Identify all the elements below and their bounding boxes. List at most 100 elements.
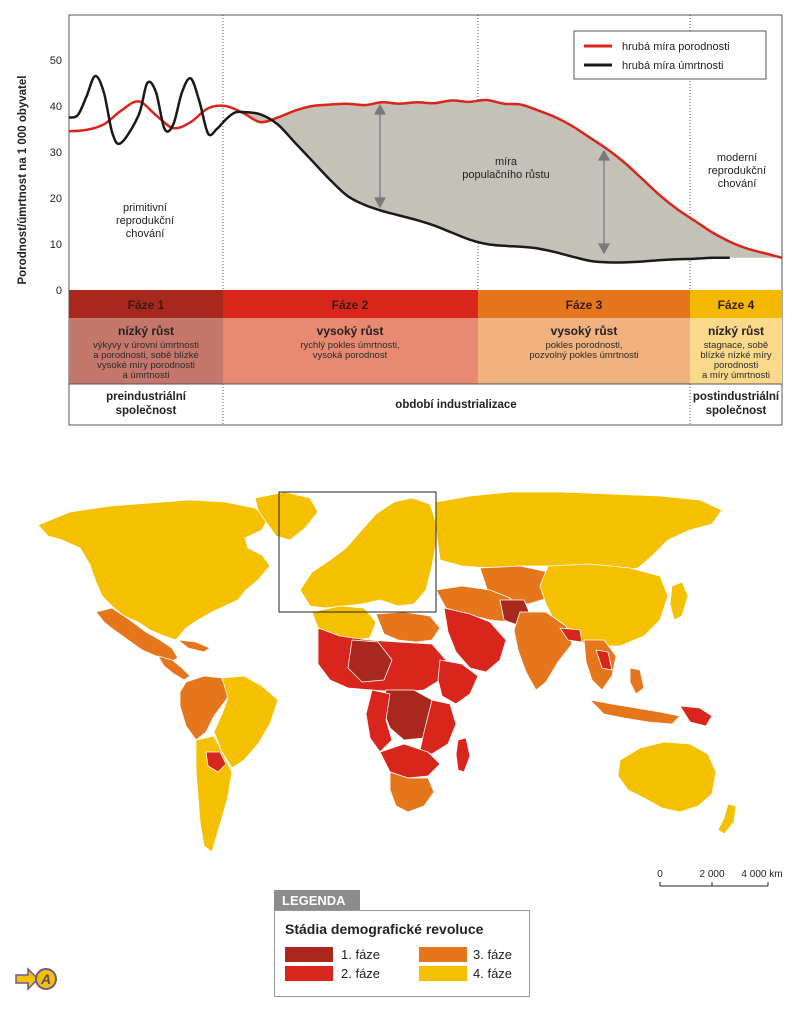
region-mexico [95, 607, 179, 663]
y-tick-label: 50 [50, 55, 62, 67]
europe-inset-frame [278, 491, 437, 613]
chart-frame [68, 14, 783, 426]
region-papua [679, 705, 713, 727]
phase-1-title: nízký růst [118, 324, 174, 338]
legend-swatch-phase-3 [419, 947, 467, 962]
region-europe [299, 497, 437, 609]
legend-label-phase-1: 1. fáze [341, 947, 381, 962]
region-bolivia-paraguay [205, 751, 227, 773]
region-laos-cambodia [595, 649, 613, 671]
phase-2-header [223, 290, 478, 318]
region-madagascar [455, 737, 471, 773]
region-central-america [157, 655, 191, 681]
y-tick-label: 30 [50, 147, 62, 159]
region-east-central-africa [365, 689, 393, 753]
region-russia [435, 491, 723, 573]
phase-4-desc-3: porodnosti [714, 360, 758, 371]
region-andes [179, 675, 233, 741]
region-caribbean [177, 639, 211, 653]
annotation-modern-1: moderní [717, 152, 757, 164]
region-india [513, 611, 573, 691]
region-north-africa-east [375, 611, 441, 643]
legend-title: Stádia demografické revoluce [285, 921, 484, 937]
region-horn-of-africa [437, 659, 479, 705]
region-north-america [37, 499, 271, 641]
phase-1-body [69, 318, 223, 384]
phase-1-desc-1: výkyvy v úrovni úmrtnosti [93, 340, 199, 351]
annotation-modern-3: chování [718, 178, 757, 190]
phase-3-label: Fáze 3 [566, 298, 603, 312]
region-niger-chad [347, 639, 393, 683]
badge-circle [35, 968, 57, 990]
region-philippines [629, 667, 645, 695]
phase-3-body [478, 318, 690, 384]
annotation-modern-2: reprodukční [708, 165, 766, 177]
region-east-africa [419, 699, 457, 755]
chart-annotations: primitivní reprodukční chování míra popu… [116, 152, 766, 240]
annotation-growth-1: míra [495, 156, 518, 168]
era-preindustrial-1: preindustriální [106, 391, 187, 403]
scale-label-2000: 2 000 [699, 869, 724, 880]
phase-1-header [69, 290, 223, 318]
y-tick-label: 0 [56, 285, 62, 297]
phase-2-label: Fáze 2 [332, 298, 369, 312]
phase-table: Fáze 1 Fáze 2 Fáze 3 Fáze 4 nízký růst v… [69, 290, 782, 425]
y-tick-label: 10 [50, 239, 62, 251]
population-growth-area [242, 100, 782, 263]
legend-swatch-phase-4 [419, 966, 467, 981]
annotation-primitive-2: reprodukční [116, 215, 174, 227]
era-preindustrial-2: společnost [116, 405, 177, 417]
annotation-primitive-3: chování [126, 228, 165, 240]
region-china [539, 563, 669, 647]
phase-4-desc-1: stagnace, sobě [704, 340, 768, 351]
phase-4-body [690, 318, 782, 384]
phase-4-header [690, 290, 782, 318]
phase-2-body [223, 318, 478, 384]
legend-death-label: hrubá míra úmrtnosti [622, 60, 723, 72]
region-indonesia [589, 699, 681, 725]
region-japan [669, 581, 689, 621]
era-industrialization: období industrializace [395, 399, 516, 411]
phase-3-desc-2: pozvolný pokles úmrtnosti [529, 350, 638, 361]
phase-4-desc-4: a míry úmrtnosti [702, 370, 770, 381]
phase-3-header [478, 290, 690, 318]
phase-1-label: Fáze 1 [128, 298, 165, 312]
phase-4-title: nízký růst [708, 324, 764, 338]
region-greenland [254, 491, 319, 541]
phase-3-title: vysoký růst [551, 324, 618, 338]
phase-1-desc-4: a úmrtnosti [123, 370, 170, 381]
phase-4-label: Fáze 4 [718, 298, 755, 312]
region-nepal-bangladesh [559, 627, 583, 643]
region-arabia [443, 607, 507, 673]
map-scale: 0 2 000 4 000 km [657, 869, 783, 887]
world-map [37, 491, 737, 853]
growth-arrows [373, 103, 611, 255]
phase-2-desc-2: vysoká porodnost [313, 350, 388, 361]
phase-1-desc-3: vysoké míry porodnosti [97, 360, 195, 371]
y-tick-label: 40 [50, 101, 62, 113]
phase-1-desc-2: a porodnosti, sobě blízké [93, 350, 199, 361]
legend-label-phase-4: 4. fáze [473, 966, 513, 981]
legend-birth-label: hrubá míra porodnosti [622, 41, 730, 53]
phase-2-desc-1: rychlý pokles úmrtnosti, [300, 340, 399, 351]
phase-2-title: vysoký růst [317, 324, 384, 338]
annotation-growth-2: populačního růstu [462, 169, 549, 181]
phase-3-desc-1: pokles porodnosti, [545, 340, 622, 351]
annotation-primitive-1: primitivní [123, 202, 167, 214]
era-postindustrial-2: společnost [706, 405, 767, 417]
region-australia [617, 741, 717, 813]
legend-label-phase-3: 3. fáze [473, 947, 513, 962]
y-axis-ticks: 0 10 20 30 40 50 [50, 55, 62, 297]
arrow-right-icon [15, 967, 40, 991]
scale-label-0: 0 [657, 869, 663, 880]
region-southern-africa [389, 771, 435, 813]
legend-swatch-phase-2 [285, 966, 333, 981]
legend-swatch-phase-1 [285, 947, 333, 962]
y-axis-label: Porodnost/úmrtnost na 1 000 obyvatel [17, 76, 29, 285]
badge-letter: A [40, 971, 51, 987]
map-legend: Stádia demografické revoluce 1. fáze 2. … [274, 910, 530, 997]
phase-4-desc-2: blízké nízké míry [700, 350, 772, 361]
region-new-zealand [717, 803, 737, 835]
era-postindustrial-1: postindustriální [693, 391, 780, 403]
